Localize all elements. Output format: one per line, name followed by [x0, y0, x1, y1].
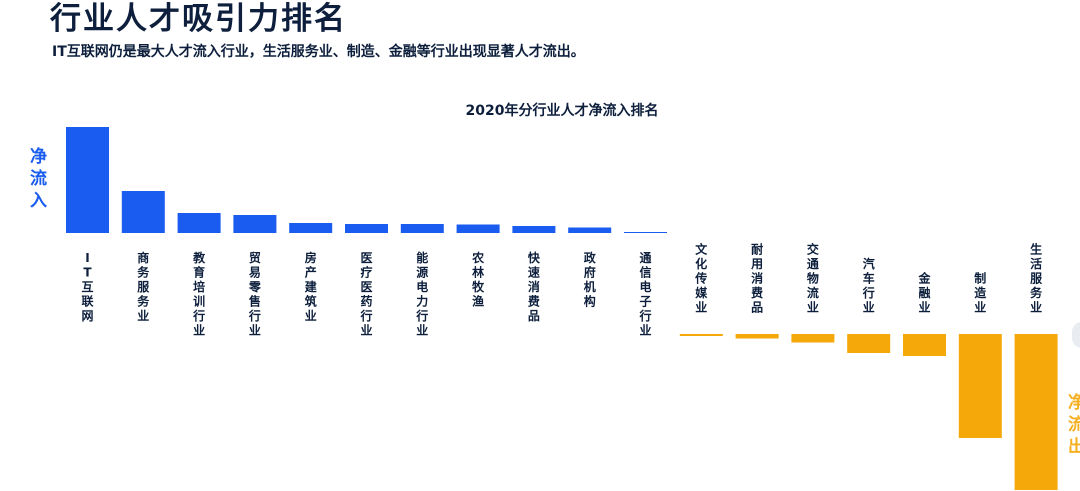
category-label: 能源电力行业 [415, 250, 428, 338]
category-label: 快速消费品 [528, 250, 541, 323]
bar-2 [121, 191, 165, 233]
category-label: 政府机构 [584, 250, 597, 309]
bar-13 [735, 334, 779, 339]
category-label: 文化传媒业 [694, 242, 708, 315]
category-label: 农林牧渔 [471, 250, 485, 309]
category-label: 房产建筑业 [304, 250, 318, 323]
bar-1 [66, 127, 109, 233]
category-label: I T 互联网 [81, 251, 93, 323]
net-outflow-label: 净流出 [1068, 393, 1080, 457]
bar-17 [958, 334, 1002, 438]
bar-15 [847, 334, 891, 353]
category-label: 制造业 [974, 271, 987, 315]
bar-12 [679, 334, 723, 336]
bar-5 [289, 223, 333, 233]
bar-10 [568, 227, 612, 233]
bar-11 [624, 232, 667, 233]
category-label: 金融业 [917, 271, 931, 315]
category-label: 汽车行业 [862, 256, 875, 315]
bar-14 [791, 334, 835, 343]
scroll-tab[interactable] [1072, 322, 1080, 348]
bar-3 [177, 213, 221, 233]
bar-4 [233, 215, 277, 233]
category-label: 生活服务业 [1030, 242, 1043, 315]
bar-7 [400, 224, 444, 233]
bar-16 [903, 334, 946, 356]
bar-6 [345, 224, 388, 233]
category-label: 耐用消费品 [750, 242, 763, 315]
bar-18 [1014, 334, 1058, 490]
category-label: 贸易零售行业 [248, 250, 262, 338]
net-inflow-label: 净流入 [30, 147, 47, 211]
bar-9 [512, 226, 556, 233]
category-label: 教育培训行业 [192, 250, 206, 338]
category-label: 交通物流业 [807, 242, 819, 315]
page-title: 行业人才吸引力排名 [50, 1, 347, 37]
bar-8 [456, 224, 500, 233]
category-label: 医疗医药行业 [359, 251, 372, 338]
category-label: 商务服务业 [137, 250, 150, 323]
category-label: 通信电子行业 [638, 250, 651, 338]
chart-title: 2020年分行业人才净流入排名 [465, 103, 659, 119]
page-subtitle: IT互联网仍是最大人才流入行业，生活服务业、制造、金融等行业出现显著人才流出。 [52, 44, 585, 60]
